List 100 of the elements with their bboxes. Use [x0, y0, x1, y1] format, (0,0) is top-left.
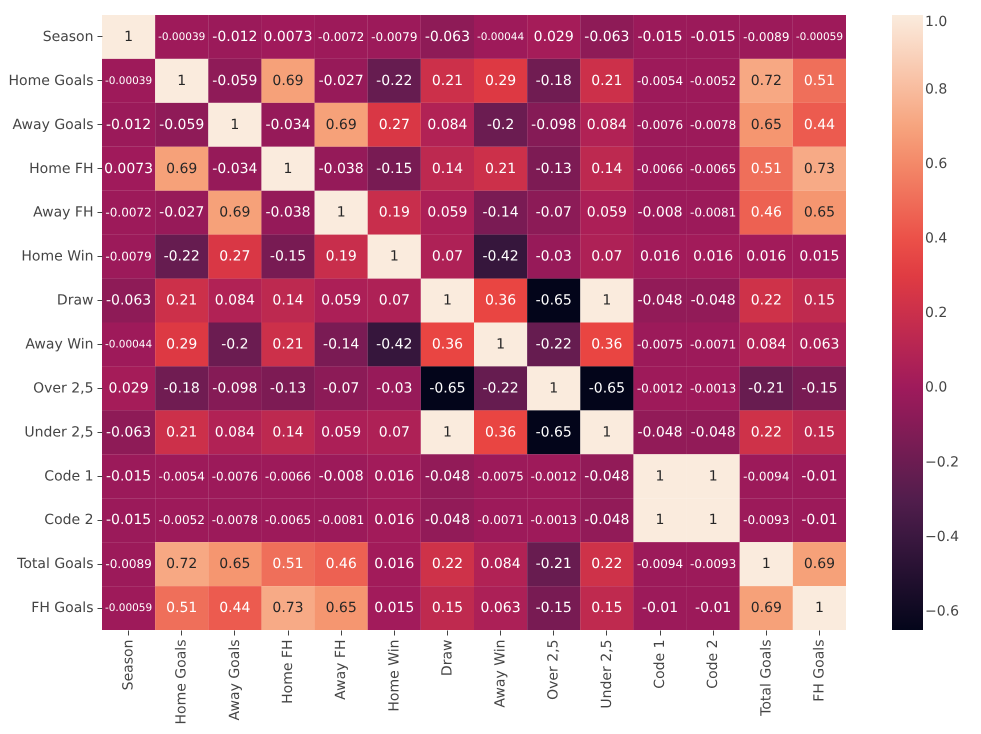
data-label: 0.69: [804, 556, 836, 572]
data-label: 0.22: [432, 556, 464, 572]
data-label: -0.00059: [796, 30, 844, 43]
data-label: -0.18: [164, 380, 200, 396]
data-label: -0.0089: [105, 557, 152, 572]
x-tick-label: Total Goals: [758, 640, 774, 717]
data-label: -0.13: [536, 160, 572, 177]
data-label: 0.29: [166, 336, 198, 352]
data-label: 0.65: [804, 204, 836, 221]
data-label: 0.27: [378, 116, 410, 133]
data-label: 1: [549, 380, 558, 396]
x-tick-label: Home Win: [386, 640, 402, 712]
data-label: 0.65: [750, 116, 782, 133]
data-label: 1: [708, 468, 718, 484]
data-label: 0.016: [374, 468, 414, 484]
data-label: -0.0076: [212, 469, 258, 484]
data-label: -0.42: [482, 248, 519, 265]
data-label: -0.0081: [318, 513, 364, 528]
data-label: -0.01: [695, 600, 732, 616]
data-label: -0.01: [642, 600, 678, 616]
data-label: 0.22: [750, 292, 782, 309]
data-label: -0.0093: [743, 513, 790, 528]
data-label: -0.15: [536, 600, 572, 616]
data-label: 0.0073: [104, 160, 154, 177]
data-label: 0.72: [166, 556, 198, 572]
data-label: -0.0078: [212, 513, 258, 528]
data-label: 0.15: [804, 292, 836, 309]
data-label: 0.19: [326, 248, 357, 265]
data-label: -0.015: [690, 28, 736, 45]
data-label: -0.22: [482, 380, 519, 396]
data-label: 0.51: [750, 160, 782, 177]
data-label: 1: [442, 424, 452, 440]
data-label: -0.15: [270, 248, 306, 265]
data-label: -0.048: [637, 292, 683, 309]
data-label: -0.0078: [690, 118, 736, 132]
data-label: 0.69: [219, 204, 250, 221]
data-label: -0.008: [318, 468, 364, 484]
data-label: -0.0066: [636, 162, 684, 176]
data-label: 0.016: [374, 556, 414, 572]
data-label: 0.14: [272, 292, 304, 309]
data-label: 1: [230, 116, 240, 133]
data-label: 0.22: [750, 424, 782, 440]
data-label: 0.084: [214, 292, 255, 309]
data-label: 0.21: [166, 424, 198, 440]
data-label: 1: [656, 468, 664, 484]
data-label: 1: [602, 424, 612, 440]
data-label: 1: [656, 512, 664, 528]
data-label: 0.14: [591, 160, 623, 177]
data-label: -0.21: [536, 556, 572, 572]
data-label: -0.03: [376, 380, 412, 396]
data-label: 0.084: [586, 116, 627, 133]
data-label: -0.22: [164, 248, 200, 265]
data-label: -0.65: [588, 380, 625, 396]
data-label: -0.048: [584, 512, 630, 528]
data-label: -0.0071: [477, 513, 524, 528]
color-bar-label: −0.4: [925, 528, 960, 545]
y-tick-label: Away Goals: [12, 116, 94, 133]
data-label: -0.027: [318, 72, 364, 89]
x-tick-label: Away FH: [333, 640, 350, 700]
data-label: 1: [762, 556, 771, 572]
x-tick-label: Home FH: [280, 640, 296, 704]
data-label: 1: [284, 160, 292, 177]
data-label: -0.13: [270, 380, 306, 396]
x-tick-label: FH Goals: [811, 640, 828, 702]
data-label: -0.03: [536, 248, 572, 265]
data-label: -0.2: [486, 116, 514, 133]
data-label: 0.063: [799, 336, 840, 352]
y-tick-label: Draw: [56, 292, 94, 309]
data-label: -0.063: [106, 292, 152, 309]
x-tick-label: Season: [120, 640, 137, 690]
data-label: 0.69: [166, 160, 198, 177]
data-label: -0.0079: [371, 30, 418, 44]
data-label: 0.44: [219, 600, 251, 616]
data-label: -0.0094: [636, 557, 684, 572]
data-label: -0.027: [159, 204, 204, 221]
data-label: -0.0012: [636, 381, 684, 396]
data-label: -0.15: [376, 160, 412, 177]
data-label: -0.0052: [690, 74, 736, 88]
color-bar-label: 0.6: [925, 156, 948, 172]
data-label: 0.69: [272, 72, 304, 89]
data-label: -0.0065: [264, 513, 312, 528]
data-label: 0.46: [750, 204, 782, 221]
data-label: -0.01: [801, 512, 838, 528]
data-label: -0.048: [424, 512, 470, 528]
y-tick-label: Home Win: [21, 248, 94, 265]
data-label: 0.0073: [264, 28, 312, 45]
data-label: -0.0013: [690, 381, 736, 396]
data-label: -0.65: [536, 292, 572, 309]
data-label: -0.048: [690, 292, 736, 309]
data-label: 0.14: [432, 160, 464, 177]
y-tick-label: Season: [42, 28, 94, 45]
data-label: 0.22: [591, 556, 622, 572]
data-label: 0.46: [326, 556, 357, 572]
data-label: -0.00039: [104, 74, 152, 87]
data-label: -0.063: [584, 28, 630, 45]
data-label: 0.72: [750, 72, 782, 89]
data-label: -0.012: [212, 28, 258, 45]
x-tick-label: Code 1: [652, 640, 668, 689]
data-label: 0.69: [326, 116, 357, 133]
data-label: 0.07: [432, 248, 464, 265]
